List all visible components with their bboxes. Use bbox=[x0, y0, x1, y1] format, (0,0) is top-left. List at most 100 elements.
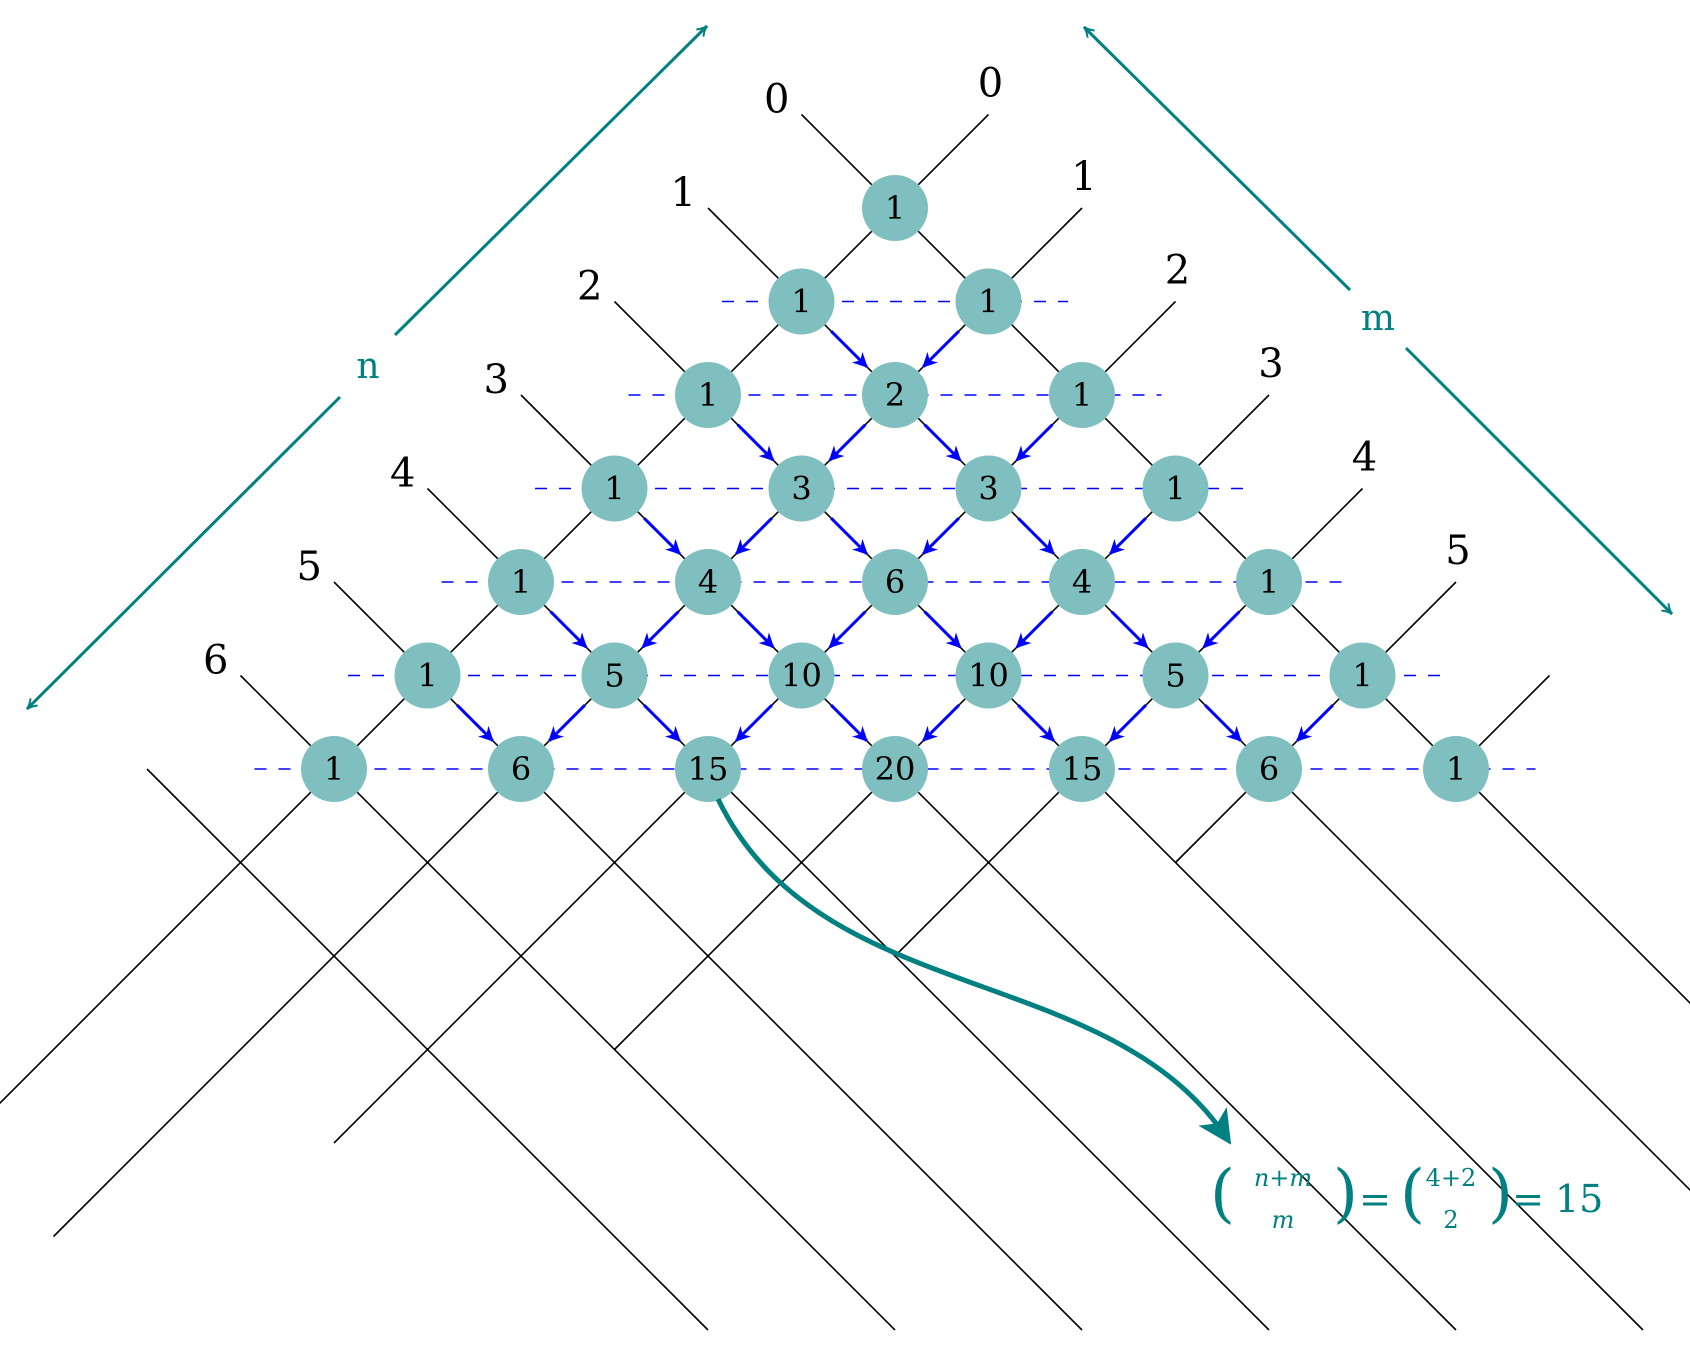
binomial-formula: ( n+m m ) = ( 4+2 2 ) = 15 bbox=[1210, 1157, 1603, 1234]
sum-arrow-left-r2-c1 bbox=[831, 331, 867, 367]
node-value: 1 bbox=[1072, 376, 1092, 414]
grid-line-m-0 bbox=[0, 115, 989, 1331]
sum-arrow-left-r3-c2 bbox=[925, 425, 961, 461]
highlight-curve-arrow bbox=[718, 799, 1228, 1140]
formula-paren-close-1: ) bbox=[1333, 1157, 1358, 1231]
node-value: 20 bbox=[875, 750, 916, 788]
node-value: 1 bbox=[511, 563, 531, 601]
n-index-4: 4 bbox=[390, 451, 415, 497]
node-value: 1 bbox=[604, 470, 624, 508]
sum-arrow-left-r6-c4 bbox=[1018, 705, 1054, 741]
node-value: 1 bbox=[1446, 750, 1466, 788]
triangle-node-r2-c2: 1 bbox=[1049, 362, 1115, 428]
triangle-node-r4-c0: 1 bbox=[488, 549, 554, 615]
node-value: 15 bbox=[688, 750, 729, 788]
triangle-node-r1-c0: 1 bbox=[769, 269, 835, 335]
sum-arrow-right-r3-c1 bbox=[830, 425, 866, 461]
triangle-node-r2-c1: 2 bbox=[862, 362, 928, 428]
m-axis: m bbox=[1084, 27, 1672, 614]
triangle-node-r6-c5: 6 bbox=[1236, 736, 1302, 802]
n-index-5: 5 bbox=[297, 544, 322, 590]
node-value: 1 bbox=[885, 189, 905, 227]
node-value: 10 bbox=[968, 657, 1009, 695]
triangle-node-r6-c3: 20 bbox=[862, 736, 928, 802]
sum-arrow-left-r5-c2 bbox=[738, 612, 774, 648]
n-index-1: 1 bbox=[671, 170, 696, 216]
triangle-node-r5-c5: 1 bbox=[1330, 643, 1396, 709]
sum-arrow-right-r5-c2 bbox=[830, 612, 866, 648]
lattice-grid-lines bbox=[0, 115, 1690, 1331]
sum-arrow-left-r3-c1 bbox=[738, 425, 774, 461]
sum-arrow-left-r4-c1 bbox=[644, 518, 680, 554]
node-value: 1 bbox=[1165, 470, 1185, 508]
sum-arrow-right-r6-c1 bbox=[549, 705, 585, 741]
node-value: 5 bbox=[604, 657, 624, 695]
triangle-node-r4-c3: 4 bbox=[1049, 549, 1115, 615]
sum-arrow-right-r3-c2 bbox=[1017, 425, 1053, 461]
triangle-node-r1-c1: 1 bbox=[956, 269, 1022, 335]
formula-paren-close-2: ) bbox=[1488, 1157, 1513, 1231]
sum-arrow-left-r6-c2 bbox=[644, 705, 680, 741]
formula-paren-open-2: ( bbox=[1400, 1157, 1425, 1231]
formula-top-2: 4+2 bbox=[1426, 1164, 1477, 1192]
triangle-node-r6-c4: 15 bbox=[1049, 736, 1115, 802]
sum-arrow-left-r6-c1 bbox=[457, 705, 493, 741]
sum-arrow-left-r4-c3 bbox=[1018, 518, 1054, 554]
node-value: 5 bbox=[1165, 657, 1185, 695]
triangle-node-r3-c0: 1 bbox=[582, 456, 648, 522]
formula-paren-open-1: ( bbox=[1210, 1157, 1235, 1231]
triangle-node-r4-c1: 4 bbox=[675, 549, 741, 615]
m-index-0: 0 bbox=[978, 61, 1003, 107]
n-index-6: 6 bbox=[203, 638, 228, 684]
triangle-node-r5-c0: 1 bbox=[395, 643, 461, 709]
sum-arrow-left-r6-c3 bbox=[831, 705, 867, 741]
sum-arrow-right-r4-c2 bbox=[923, 518, 959, 554]
triangle-node-r6-c2: 15 bbox=[675, 736, 741, 802]
sum-arrow-left-r4-c2 bbox=[831, 518, 867, 554]
sum-arrow-right-r4-c3 bbox=[1110, 518, 1146, 554]
triangle-node-r6-c0: 1 bbox=[301, 736, 367, 802]
triangle-node-r5-c1: 5 bbox=[582, 643, 648, 709]
sum-arrow-right-r6-c3 bbox=[923, 705, 959, 741]
m-index-4: 4 bbox=[1352, 435, 1377, 481]
node-value: 1 bbox=[324, 750, 344, 788]
sum-arrow-right-r2-c1 bbox=[923, 331, 959, 367]
m-axis-label: m bbox=[1361, 298, 1395, 339]
n-axis: n bbox=[27, 26, 707, 709]
m-index-5: 5 bbox=[1445, 528, 1470, 574]
m-index-1: 1 bbox=[1071, 154, 1096, 200]
triangle-node-r6-c6: 1 bbox=[1423, 736, 1489, 802]
n-axis-line-upper bbox=[395, 26, 707, 335]
sum-arrow-right-r6-c2 bbox=[736, 705, 772, 741]
m-axis-line-upper bbox=[1084, 27, 1350, 290]
m-index-3: 3 bbox=[1258, 341, 1283, 387]
m-index-2: 2 bbox=[1165, 248, 1190, 294]
n-index-0: 0 bbox=[764, 77, 789, 123]
triangle-node-r5-c4: 5 bbox=[1143, 643, 1209, 709]
formula-top-1: n+m bbox=[1254, 1164, 1312, 1192]
triangle-node-r4-c2: 6 bbox=[862, 549, 928, 615]
sum-arrow-right-r4-c1 bbox=[736, 518, 772, 554]
sum-arrow-right-r5-c1 bbox=[643, 612, 679, 648]
sum-arrow-right-r6-c5 bbox=[1297, 705, 1333, 741]
triangle-node-r3-c3: 1 bbox=[1143, 456, 1209, 522]
formula-equals-1: = bbox=[1359, 1177, 1391, 1221]
node-value: 3 bbox=[791, 470, 811, 508]
node-value: 10 bbox=[781, 657, 822, 695]
node-value: 2 bbox=[885, 376, 905, 414]
triangle-node-r5-c2: 10 bbox=[769, 643, 835, 709]
n-index-2: 2 bbox=[577, 264, 602, 310]
m-axis-line-lower bbox=[1406, 348, 1672, 614]
formula-result: 15 bbox=[1555, 1177, 1603, 1221]
sum-arrow-left-r5-c1 bbox=[551, 612, 587, 648]
triangle-node-r5-c3: 10 bbox=[956, 643, 1022, 709]
n-index-3: 3 bbox=[484, 357, 509, 403]
node-value: 6 bbox=[511, 750, 531, 788]
triangle-node-r6-c1: 6 bbox=[488, 736, 554, 802]
formula-equals-2: = bbox=[1512, 1177, 1544, 1221]
node-value: 1 bbox=[698, 376, 718, 414]
triangle-node-r3-c1: 3 bbox=[769, 456, 835, 522]
